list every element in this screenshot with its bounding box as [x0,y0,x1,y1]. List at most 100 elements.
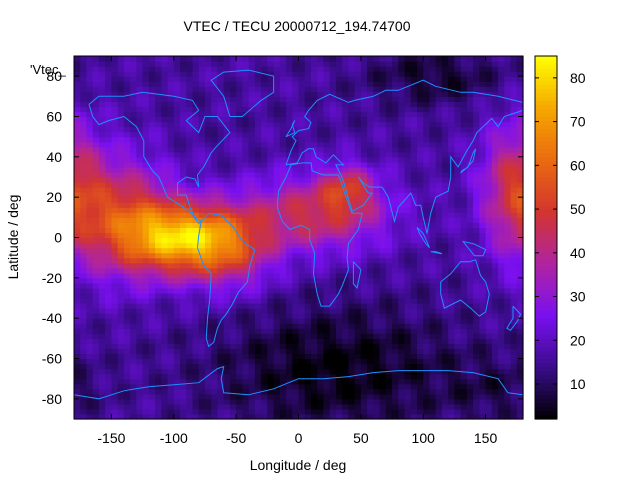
heatmap-cell [86,81,94,87]
heatmap-cell [504,182,512,188]
heatmap-cell [223,166,231,173]
heatmap-cell [385,277,393,284]
heatmap-cell [466,343,474,350]
heatmap-cell [211,257,219,264]
heatmap-cell [248,358,256,365]
heatmap-cell [198,212,206,218]
heatmap-cell [92,202,100,208]
heatmap-cell [180,232,187,239]
heatmap-cell [236,348,243,355]
heatmap-cell [354,303,362,309]
heatmap-cell [155,298,162,304]
heatmap-cell [167,126,175,133]
heatmap-cell [348,182,356,188]
heatmap-cell [373,378,381,385]
heatmap-cell [354,156,362,163]
heatmap-cell [335,126,343,133]
heatmap-cell [448,252,456,259]
heatmap-cell [105,292,113,299]
heatmap-cell [236,267,243,274]
heatmap-cell [136,313,144,319]
heatmap-cell [236,182,243,188]
heatmap-cell [248,378,256,385]
heatmap-cell [136,131,144,138]
heatmap-cell [423,338,431,344]
heatmap-cell [473,76,480,82]
heatmap-cell [180,131,187,138]
heatmap-cell [416,81,424,87]
heatmap-cell [180,292,187,299]
heatmap-cell [298,96,306,102]
heatmap-cell [155,383,162,390]
heatmap-cell [479,247,487,254]
heatmap-cell [310,333,318,339]
heatmap-cell [348,232,356,239]
heatmap-cell [379,106,387,113]
heatmap-cell [454,373,462,380]
heatmap-cell [186,232,194,239]
heatmap-cell [385,131,393,138]
heatmap-cell [441,388,449,395]
heatmap-cell [155,151,162,158]
heatmap-cell [329,318,337,324]
heatmap-cell [485,308,493,314]
heatmap-cell [329,121,337,128]
heatmap-cell [123,101,131,108]
heatmap-cell [248,313,256,319]
heatmap-cell [485,252,493,259]
heatmap-cell [229,126,237,133]
heatmap-cell [155,413,162,420]
heatmap-cell [279,121,287,128]
heatmap-cell [136,71,144,77]
heatmap-cell [173,227,181,234]
heatmap-cell [286,303,293,309]
heatmap-cell [416,161,424,168]
heatmap-cell [242,207,250,213]
heatmap-cell [173,323,181,329]
heatmap-cell [441,96,449,102]
heatmap-cell [491,323,499,329]
heatmap-cell [392,348,399,355]
heatmap-cell [304,373,312,380]
heatmap-cell [498,101,505,108]
heatmap-cell [354,292,362,299]
heatmap-cell [379,257,387,264]
heatmap-cell [504,111,512,118]
heatmap-cell [466,86,474,92]
heatmap-cell [479,373,487,380]
heatmap-cell [516,237,524,244]
heatmap-cell [404,76,412,82]
heatmap-cell [229,81,237,87]
heatmap-cell [279,71,287,77]
heatmap-cell [423,217,431,223]
heatmap-cell [323,383,331,390]
heatmap-cell [360,308,368,314]
heatmap-cell [198,222,206,229]
heatmap-cell [186,192,194,198]
heatmap-cell [142,151,150,158]
heatmap-cell [142,358,150,365]
heatmap-cell [267,161,275,168]
heatmap-cell [454,222,462,229]
heatmap-cell [254,222,262,229]
heatmap-cell [392,106,399,113]
heatmap-cell [273,197,281,203]
heatmap-cell [423,111,431,118]
heatmap-cell [117,343,125,350]
heatmap-cell [211,272,219,279]
heatmap-cell [117,292,125,299]
heatmap-cell [186,398,194,405]
heatmap-cell [155,76,162,82]
heatmap-cell [441,81,449,87]
heatmap-cell [323,363,331,370]
heatmap-cell [180,217,187,223]
heatmap-cell [392,187,399,193]
heatmap-cell [416,267,424,274]
heatmap-cell [354,187,362,193]
heatmap-cell [211,202,219,208]
heatmap-cell [367,222,374,229]
heatmap-cell [479,298,487,304]
heatmap-cell [323,227,331,234]
heatmap-cell [360,141,368,148]
heatmap-cell [180,156,187,163]
